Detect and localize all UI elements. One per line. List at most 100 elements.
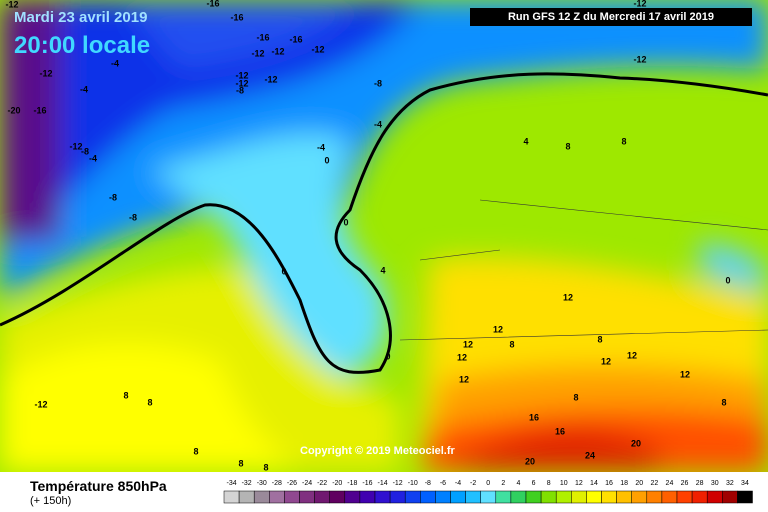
scale-label: 16 [605, 480, 613, 487]
scale-label: -20 [332, 480, 342, 487]
contour-label: 8 [263, 462, 268, 472]
scale-label: 4 [516, 480, 520, 487]
footer-subtitle: (+ 150h) [30, 495, 71, 507]
scale-cell [253, 490, 270, 504]
contour-label: 12 [459, 374, 469, 384]
contour-label: 12 [463, 339, 473, 349]
contour-label: -12 [264, 74, 277, 84]
scale-label: -14 [377, 480, 387, 487]
scale-label: -2 [470, 480, 476, 487]
scale-cell [404, 490, 421, 504]
contour-label: 8 [565, 141, 570, 151]
contour-label: 8 [721, 397, 726, 407]
contour-label: 12 [627, 350, 637, 360]
scale-label: -12 [393, 480, 403, 487]
run-info: Run GFS 12 Z du Mercredi 17 avril 2019 [508, 11, 714, 23]
contour-label: -4 [89, 153, 97, 163]
scale-cell [344, 490, 361, 504]
contour-label: -4 [80, 84, 88, 94]
scale-label: 0 [486, 480, 490, 487]
contour-label: 12 [601, 356, 611, 366]
copyright: Copyright © 2019 Meteociel.fr [300, 445, 456, 457]
temperature-field [0, 0, 768, 472]
scale-cell [269, 490, 285, 504]
contour-label: -16 [289, 34, 302, 44]
scale-cell [646, 490, 663, 504]
scale-cell [540, 490, 557, 504]
contour-label: -16 [33, 105, 46, 115]
contour-label: -4 [111, 58, 119, 68]
scale-label: -6 [440, 480, 446, 487]
scale-cell [465, 490, 481, 504]
scale-label: 24 [666, 480, 674, 487]
contour-label: 8 [509, 339, 514, 349]
scale-label: 12 [575, 480, 583, 487]
scale-cell [601, 490, 617, 504]
scale-label: -18 [347, 480, 357, 487]
scale-label: 18 [620, 480, 628, 487]
scale-cell [389, 490, 406, 504]
scale-label: -34 [226, 480, 236, 487]
contour-label: -16 [256, 32, 269, 42]
contour-label: -8 [109, 192, 117, 202]
contour-label: 12 [493, 324, 503, 334]
contour-labels: -12 -16-16-16 -16-12 -12-12-4-12 -12-12 -12-8… [5, 0, 730, 472]
contour-label: 8 [238, 458, 243, 468]
contour-label: -12 [5, 0, 18, 9]
contour-label: -12 [39, 68, 52, 78]
contour-label: 12 [680, 369, 690, 379]
contour-label: 0 [725, 275, 730, 285]
scale-cell [435, 490, 451, 504]
run-box [470, 8, 752, 26]
scale-cell [525, 490, 542, 504]
contour-label: 8 [573, 392, 578, 402]
contour-label: 8 [123, 390, 128, 400]
contour-label: 0 [281, 266, 286, 276]
contour-label: -16 [230, 12, 243, 22]
scale-cell [284, 490, 300, 504]
scale-cell [706, 490, 723, 504]
scale-cell [691, 490, 708, 504]
scale-label: -22 [317, 480, 327, 487]
scale-label: 20 [635, 480, 643, 487]
scale-cell [737, 490, 753, 504]
contour-label: 4 [523, 136, 528, 146]
date: Mardi 23 avril 2019 [14, 9, 147, 26]
contour-label: 20 [631, 438, 641, 448]
contour-label: 12 [457, 352, 467, 362]
scale-cell [299, 490, 315, 504]
scale-cell [676, 490, 693, 504]
contour-label: 0 [324, 155, 329, 165]
contour-label: 8 [147, 397, 152, 407]
scale-cell [571, 490, 587, 504]
scale-cell [314, 490, 330, 504]
scale-label: -8 [425, 480, 431, 487]
scale-cell [616, 490, 632, 504]
time: 20:00 locale [14, 32, 150, 59]
scale-label: 14 [590, 480, 598, 487]
contour-label: -4 [374, 119, 382, 129]
scale-cell [223, 490, 240, 504]
footer-title: Température 850hPa [30, 478, 167, 494]
scale-cell [480, 490, 497, 504]
contour-label: -12 [311, 44, 324, 54]
scale-label: 2 [501, 480, 505, 487]
contour-label: 8 [621, 136, 626, 146]
contour-label: -16 [206, 0, 219, 8]
contour-label: -12 [69, 141, 82, 151]
scale-cell [359, 490, 376, 504]
scale-label: -4 [455, 480, 461, 487]
contour-label: 12 [563, 292, 573, 302]
scale-label: 30 [711, 480, 719, 487]
contour-label: -8 [236, 85, 244, 95]
scale-cell [661, 490, 678, 504]
scale-label: 32 [726, 480, 734, 487]
contour-label: -12 [633, 0, 646, 8]
contour-label: -12 [235, 70, 248, 80]
contour-label: -12 [34, 399, 47, 409]
contour-label: -8 [81, 146, 89, 156]
contour-label: 24 [585, 450, 595, 460]
scale-label: -32 [242, 480, 252, 487]
scale-label: -10 [408, 480, 418, 487]
